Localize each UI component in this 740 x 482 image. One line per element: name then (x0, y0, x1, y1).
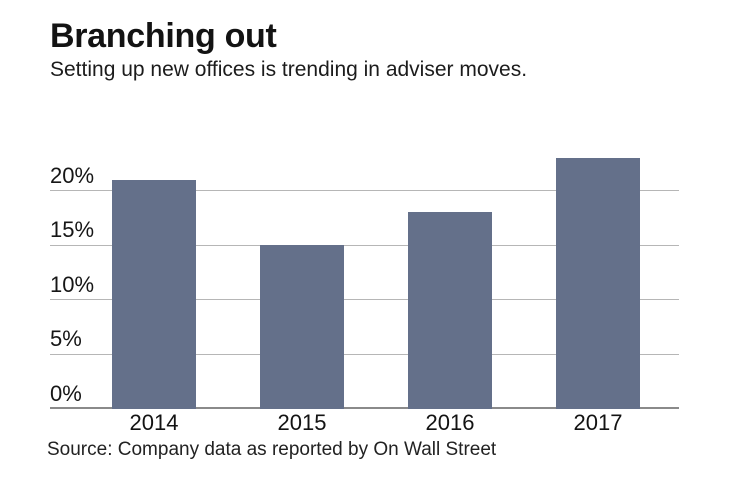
ytick-label-5pct: 5% (50, 326, 82, 352)
gridline-5pct (50, 353, 679, 355)
source-attribution: Source: Company data as reported by On W… (47, 439, 497, 460)
category-label-2017: 2017 (573, 410, 623, 435)
ytick-label-0pct: 0% (50, 381, 82, 406)
ytick-label-20pct: 20% (50, 162, 95, 188)
bar-2017 (556, 157, 640, 409)
gridline-20pct (50, 190, 679, 192)
bar-2016 (408, 212, 492, 409)
category-label-2015: 2015 (277, 410, 327, 435)
bar-2014 (112, 179, 196, 409)
category-label-2014: 2014 (129, 410, 179, 435)
ytick-label-10pct: 10% (50, 271, 95, 297)
x-axis-baseline (50, 407, 679, 409)
category-label-2016: 2016 (425, 410, 475, 435)
bar-chart-plot-area: 0% 5% 10% 15% 20% 2014 2015 2016 2017 (50, 136, 679, 434)
gridline-15pct (50, 244, 679, 246)
ytick-label-15pct: 15% (50, 217, 95, 243)
chart-title: Branching out (50, 17, 277, 55)
chart-subtitle: Setting up new offices is trending in ad… (50, 58, 528, 81)
bar-2015 (260, 245, 344, 409)
gridline-10pct (50, 299, 679, 301)
